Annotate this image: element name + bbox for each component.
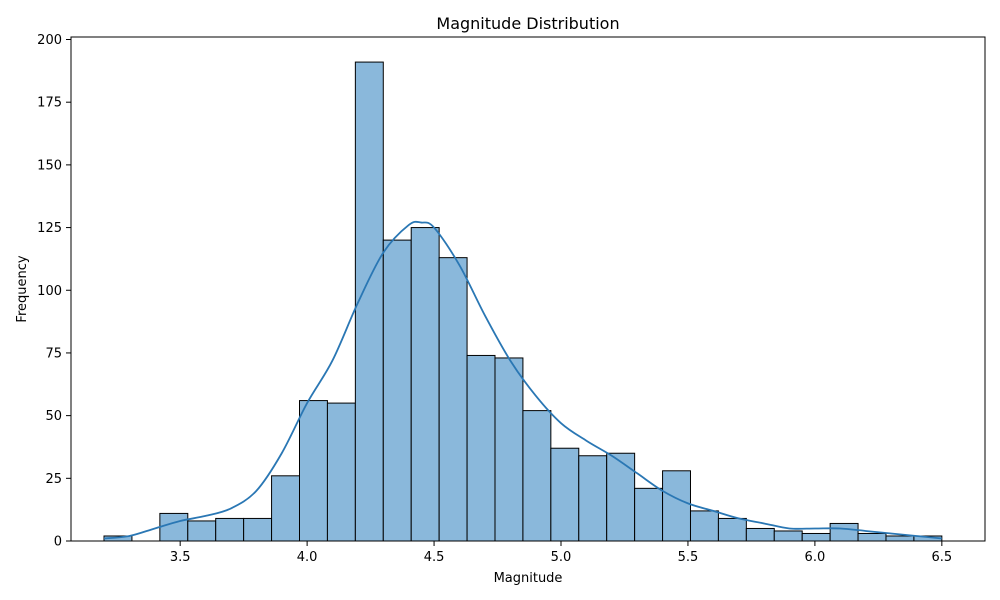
y-tick-label: 25 <box>45 472 62 487</box>
y-tick-label: 75 <box>45 346 62 361</box>
y-tick-label: 0 <box>54 535 62 550</box>
x-tick-label: 5.5 <box>678 550 699 565</box>
x-tick-label: 6.0 <box>805 550 826 565</box>
histogram-bar <box>326 402 356 542</box>
x-axis-ticks: 3.5 4.0 4.5 5.0 5.5 6.0 6.5 <box>170 541 952 565</box>
plot-frame <box>70 36 986 542</box>
y-tick-label: 100 <box>37 284 62 299</box>
x-tick-label: 3.5 <box>170 550 191 565</box>
histogram-bar <box>745 527 775 542</box>
histogram-bar <box>494 357 524 542</box>
histogram-bar <box>885 535 915 542</box>
histogram-bar <box>299 400 328 542</box>
histogram-bar <box>410 227 440 542</box>
y-tick-label: 150 <box>37 158 62 173</box>
histogram-bar <box>857 532 887 542</box>
histogram-bar <box>773 530 803 542</box>
histogram-bar <box>578 455 608 542</box>
histogram-bar <box>662 470 691 542</box>
y-axis-label: Frequency <box>15 255 30 322</box>
histogram-bar <box>159 512 189 542</box>
x-axis-label: Magnitude <box>494 571 563 586</box>
chart-title: Magnitude Distribution <box>436 14 619 33</box>
histogram-bar <box>187 520 217 542</box>
y-tick-label: 50 <box>45 409 62 424</box>
histogram-bar <box>243 517 273 542</box>
x-tick-label: 5.0 <box>551 550 572 565</box>
histogram-bar <box>438 257 468 542</box>
histogram-bar <box>634 487 664 542</box>
x-tick-label: 6.5 <box>931 550 952 565</box>
histogram-bar <box>466 354 496 542</box>
x-tick-label: 4.0 <box>297 550 318 565</box>
histogram-bar <box>606 452 636 542</box>
histogram-bar <box>717 517 747 542</box>
y-tick-label: 200 <box>37 33 62 48</box>
y-tick-label: 125 <box>37 221 62 236</box>
y-axis-ticks: 0 25 50 75 100 125 150 175 200 <box>37 33 71 550</box>
histogram-bar <box>354 61 384 542</box>
histogram-bar <box>522 410 552 542</box>
kde-density-line <box>103 220 942 540</box>
histogram-bar <box>550 447 580 542</box>
histogram-bar <box>801 532 831 542</box>
histogram-bar <box>215 517 245 542</box>
histogram-bar <box>271 475 301 542</box>
histogram-bar <box>689 510 719 542</box>
bars-layer <box>103 61 943 542</box>
histogram-bar <box>829 522 859 542</box>
x-tick-label: 4.5 <box>424 550 445 565</box>
histogram-bar <box>382 239 412 542</box>
y-tick-label: 175 <box>37 96 62 111</box>
